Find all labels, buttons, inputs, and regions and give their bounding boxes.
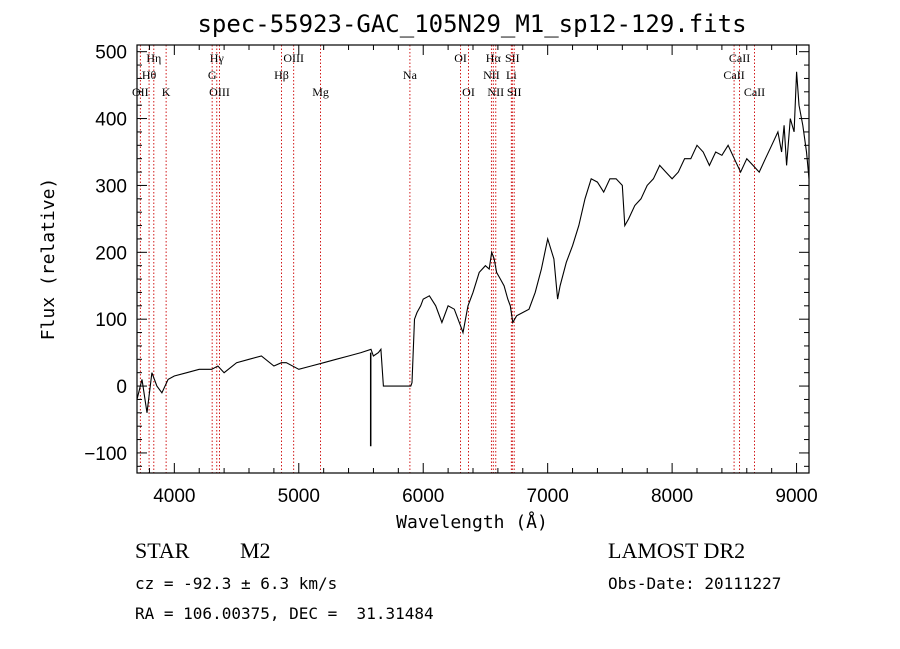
x-tick-label: 4000 <box>153 486 195 507</box>
spectral-line-label: K <box>162 85 171 99</box>
spectral-line-label: OIII <box>209 85 230 99</box>
y-tick-label: −100 <box>84 444 127 465</box>
spectral-line-label: OIII <box>283 51 304 65</box>
spectral-line-label: Hα <box>486 51 502 65</box>
velocity-readout: cz = -92.3 ± 6.3 km/s <box>135 574 338 593</box>
y-tick-label: 400 <box>95 110 127 131</box>
spectral-line-label: CaII <box>723 68 744 82</box>
y-tick-label: 200 <box>95 243 127 264</box>
coordinates-readout: RA = 106.00375, DEC = 31.31484 <box>135 604 434 623</box>
y-tick-label: 500 <box>95 43 127 64</box>
chart-title: spec-55923-GAC_105N29_M1_sp12-129.fits <box>197 10 746 38</box>
spectral-line-label: SII <box>505 51 520 65</box>
spectral-line-label: Hβ <box>274 68 289 82</box>
x-tick-label: 9000 <box>775 486 817 507</box>
spectral-line-label: SII <box>507 85 522 99</box>
spectral-line-label: Na <box>403 68 418 82</box>
spectral-line-label: CaII <box>744 85 765 99</box>
spectral-line-label: Li <box>506 68 517 82</box>
x-tick-label: 7000 <box>527 486 569 507</box>
x-tick-label: 6000 <box>402 486 444 507</box>
spectral-line-label: Mg <box>312 85 329 99</box>
survey-name: LAMOST DR2 <box>608 538 746 563</box>
x-axis-label: Wavelength (Å) <box>396 511 548 533</box>
spectral-line-label: Hγ <box>210 51 225 65</box>
spectral-line-label: Hη <box>146 51 161 65</box>
spectral-line-label: NII <box>483 68 500 82</box>
axis-ticks: 4000 5000 6000 7000 8000 9000 −100 0 100 200 300 40… <box>84 43 817 507</box>
plot-frame <box>136 44 810 474</box>
y-tick-label: 0 <box>116 377 127 398</box>
spectral-line-label: G <box>208 68 217 82</box>
x-tick-label: 8000 <box>651 486 693 507</box>
y-tick-label: 300 <box>95 176 127 197</box>
object-subclass: M2 <box>240 538 271 563</box>
spectrum-line <box>136 71 810 413</box>
spectral-line-label: OI <box>454 51 467 65</box>
observation-date: Obs-Date: 20111227 <box>608 574 782 593</box>
x-tick-label: 5000 <box>278 486 320 507</box>
spectral-line-label: NII <box>487 85 504 99</box>
spectral-line-label: CaII <box>729 51 750 65</box>
y-tick-label: 100 <box>95 310 127 331</box>
spectral-line-label: OI <box>462 85 475 99</box>
object-class: STAR <box>135 538 190 563</box>
y-axis-label: Flux (relative) <box>38 178 59 341</box>
spectral-line-label: Hθ <box>142 68 157 82</box>
